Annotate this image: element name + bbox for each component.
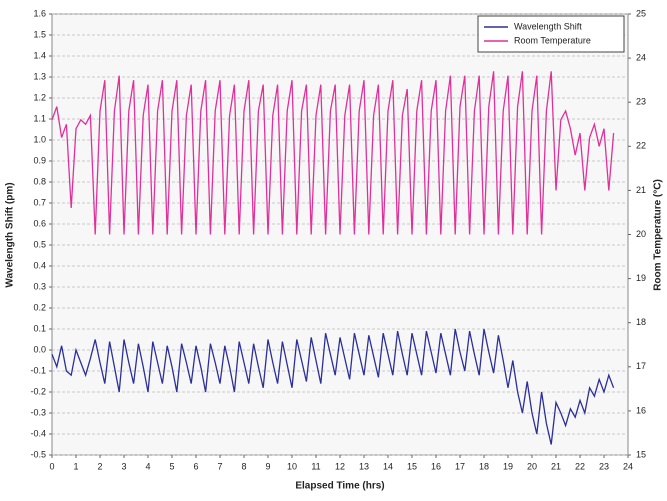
x-tick-label: 19: [503, 461, 513, 471]
y-tick-label: -0.1: [30, 365, 46, 375]
y-tick-label: 1.4: [33, 50, 46, 60]
y2-tick-label: 25: [636, 8, 646, 18]
y2-axis-title: Room Temperature (°C): [653, 179, 664, 291]
x-tick-label: 16: [431, 461, 441, 471]
x-tick-label: 7: [217, 461, 222, 471]
y-tick-label: -0.4: [30, 428, 46, 438]
y2-tick-label: 20: [636, 229, 646, 239]
x-tick-label: 15: [407, 461, 417, 471]
y-tick-label: 0.5: [33, 239, 46, 249]
y-tick-label: 1.1: [33, 113, 46, 123]
series-line: [51, 328, 615, 445]
y2-tick-label: 22: [636, 141, 646, 151]
y2-tick-label: 15: [636, 449, 646, 459]
y2-tick-label: 21: [636, 185, 646, 195]
y-tick-label: 0.2: [33, 302, 46, 312]
y-tick-label: 0.6: [33, 218, 46, 228]
y-tick-label: -0.5: [30, 449, 46, 459]
x-axis-title: Elapsed Time (hrs): [295, 481, 384, 492]
y-tick-label: 0.7: [33, 197, 46, 207]
x-tick-label: 9: [265, 461, 270, 471]
y-tick-label: 1.5: [33, 29, 46, 39]
x-tick-label: 18: [479, 461, 489, 471]
y2-tick-label: 17: [636, 361, 646, 371]
x-tick-label: 8: [241, 461, 246, 471]
x-tick-label: 10: [287, 461, 297, 471]
x-tick-label: 24: [623, 461, 633, 471]
y-tick-label: -0.3: [30, 407, 46, 417]
y2-tick-label: 18: [636, 317, 646, 327]
x-tick-label: 14: [383, 461, 393, 471]
y-tick-label: 1.0: [33, 134, 46, 144]
x-tick-label: 1: [73, 461, 78, 471]
y-tick-label: 0.8: [33, 176, 46, 186]
x-tick-label: 21: [551, 461, 561, 471]
legend-label: Wavelength Shift: [514, 21, 582, 31]
x-tick-label: 6: [193, 461, 198, 471]
y2-tick-label: 19: [636, 273, 646, 283]
y-tick-label: 0.4: [33, 260, 46, 270]
x-tick-label: 17: [455, 461, 465, 471]
x-tick-label: 2: [97, 461, 102, 471]
x-tick-label: 13: [359, 461, 369, 471]
y-tick-label: 0.1: [33, 323, 46, 333]
y-tick-label: -0.2: [30, 386, 46, 396]
legend-label: Room Temperature: [514, 35, 591, 45]
x-tick-label: 5: [169, 461, 174, 471]
y-tick-label: 1.3: [33, 71, 46, 81]
series-line: [51, 71, 615, 235]
y-tick-label: 1.6: [33, 8, 46, 18]
y2-tick-label: 16: [636, 405, 646, 415]
y2-tick-label: 24: [636, 52, 646, 62]
x-tick-label: 12: [335, 461, 345, 471]
y-tick-label: 0.9: [33, 155, 46, 165]
y-tick-label: 0.0: [33, 344, 46, 354]
x-tick-label: 20: [527, 461, 537, 471]
x-tick-label: 23: [599, 461, 609, 471]
y-tick-label: 0.3: [33, 281, 46, 291]
y2-tick-label: 23: [636, 97, 646, 107]
legend-box: [477, 15, 625, 53]
y-tick-label: 1.2: [33, 92, 46, 102]
x-tick-label: 11: [311, 461, 320, 471]
x-tick-label: 4: [145, 461, 150, 471]
x-tick-label: 22: [575, 461, 585, 471]
x-tick-label: 3: [121, 461, 126, 471]
x-tick-label: 0: [49, 461, 54, 471]
y-axis-title: Wavelength Shift (pm): [5, 182, 16, 287]
